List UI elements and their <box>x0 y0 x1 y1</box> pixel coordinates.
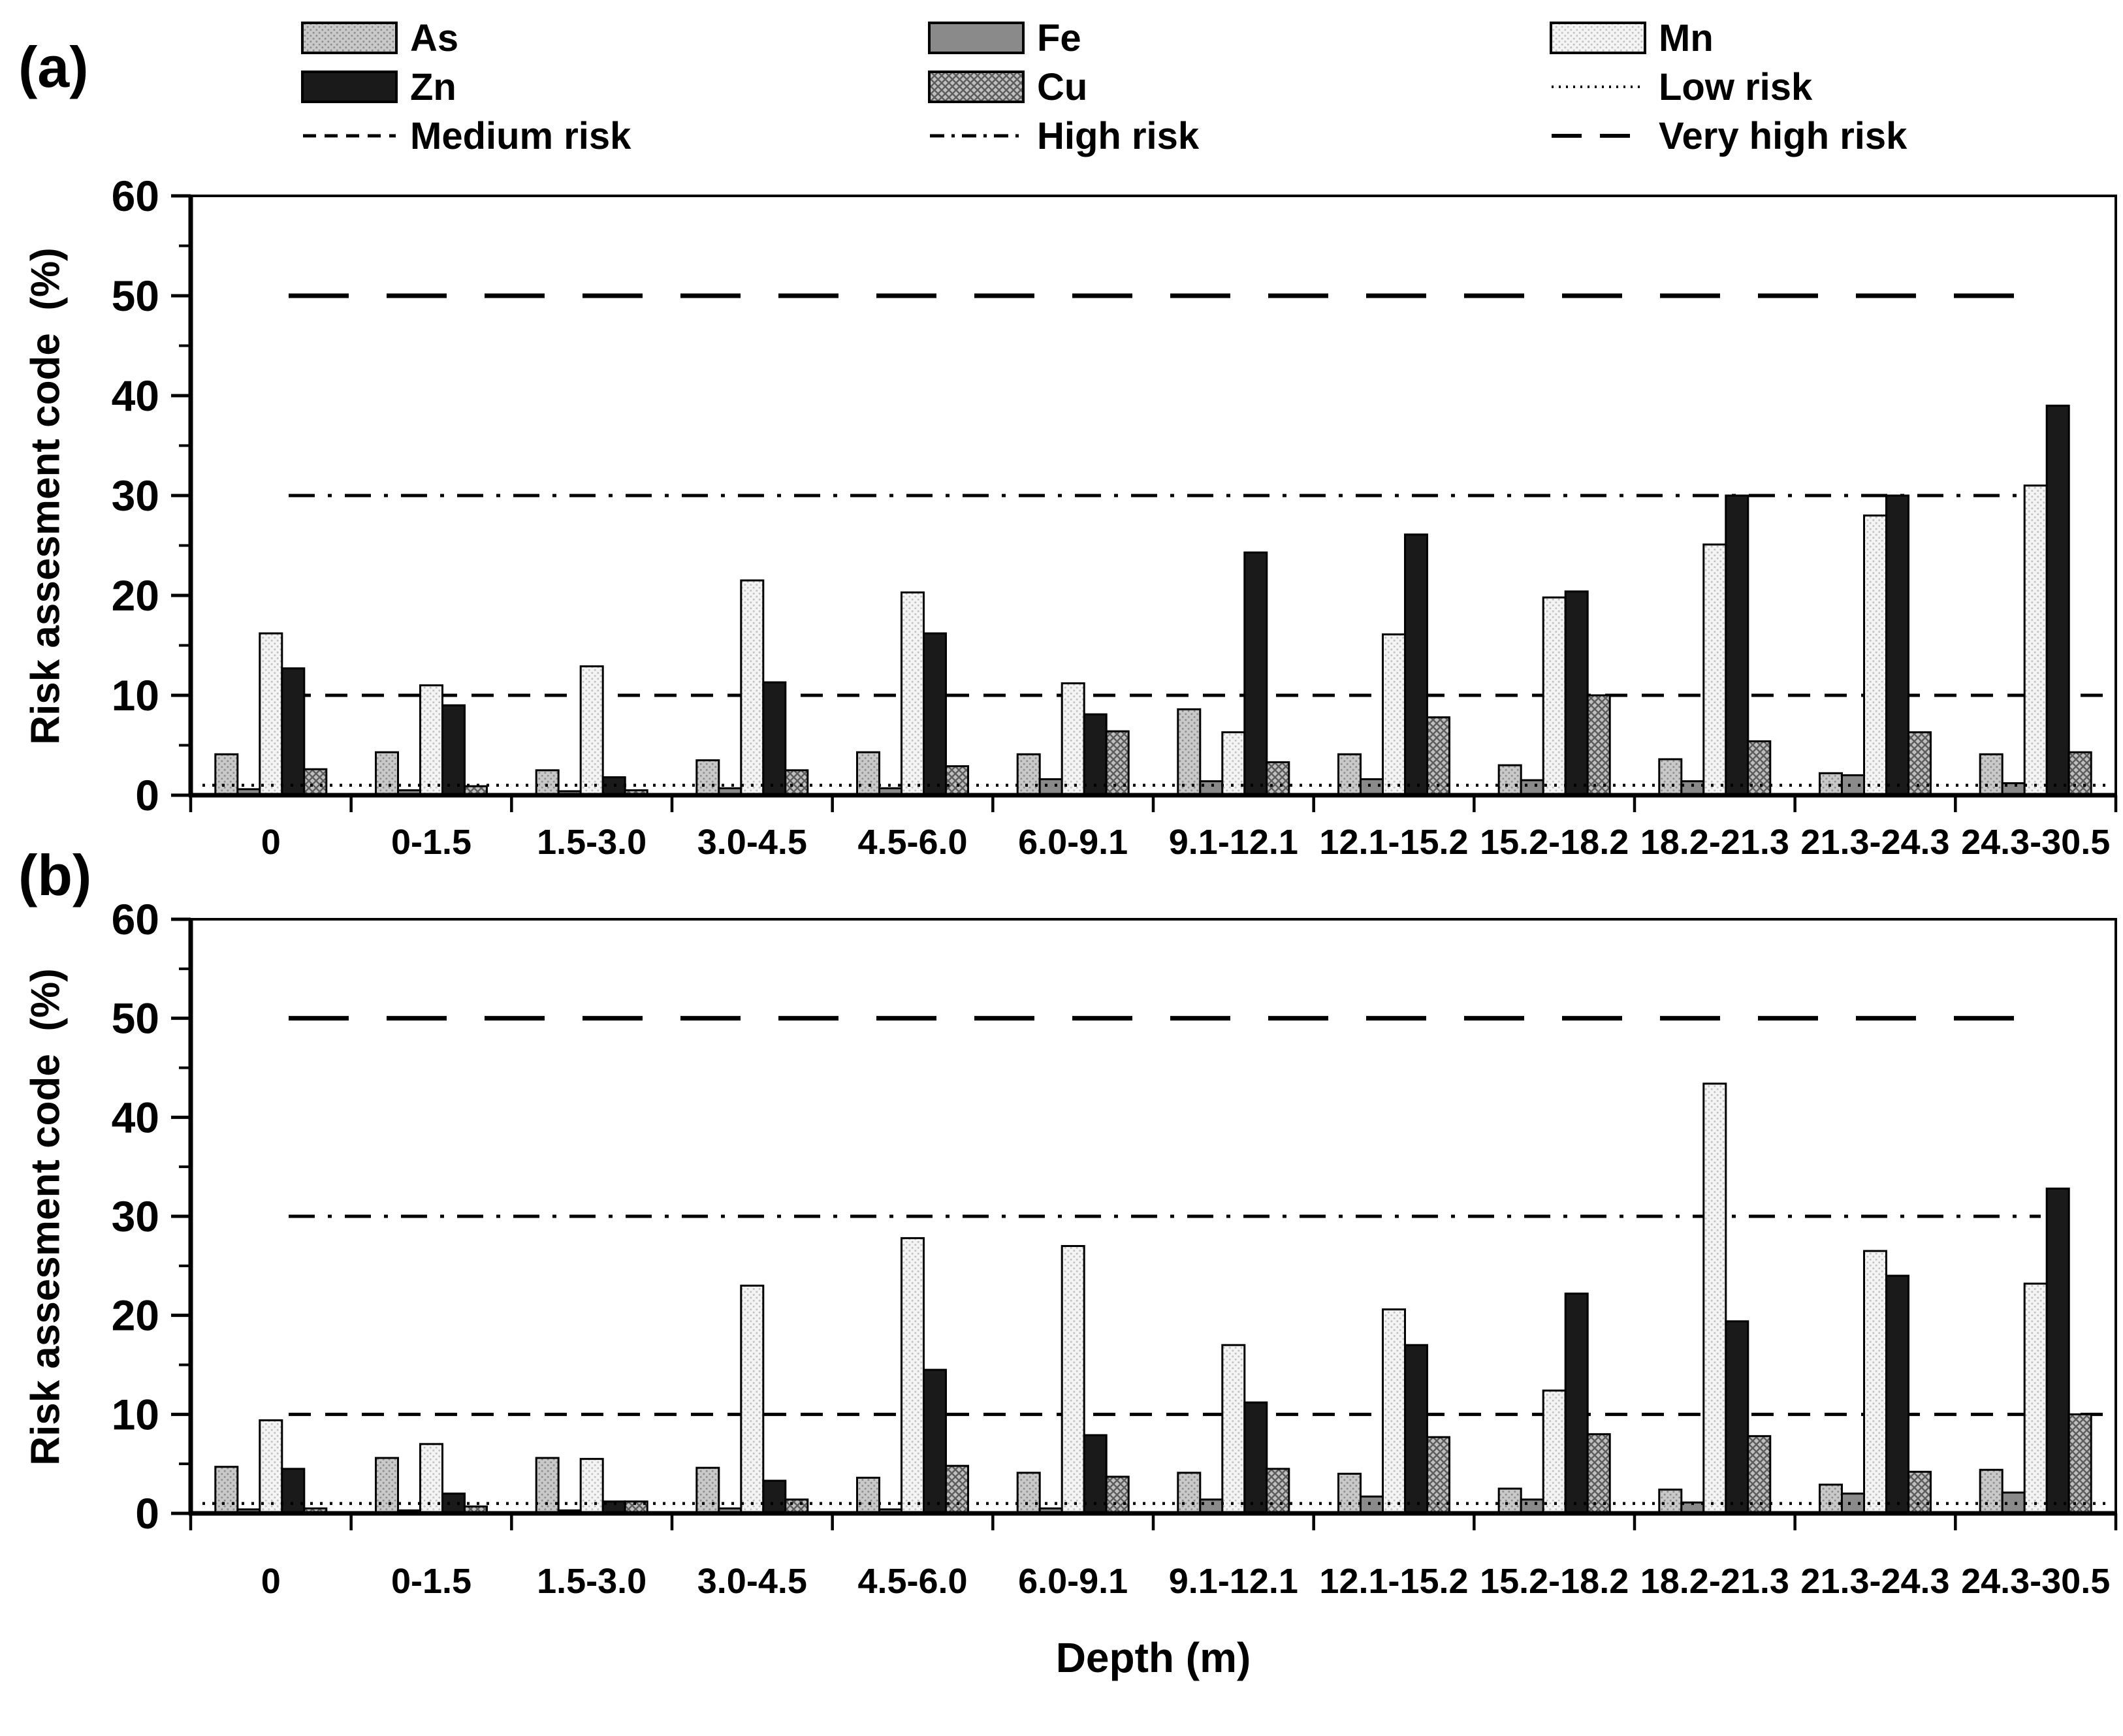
svg-text:10: 10 <box>112 671 159 719</box>
legend-item-as: As <box>300 17 458 59</box>
legend-line-low-risk <box>1549 72 1647 101</box>
svg-text:30: 30 <box>112 1192 159 1240</box>
chart-svg-pb: 0 10 20 30 40 50 60 0 0-1.5 1.5-3.0 3.0-4.5 4.5-6.0… <box>112 895 2118 1601</box>
legend-swatch-cu <box>927 69 1025 105</box>
legend-label-very-high-risk: Very high risk <box>1659 114 1908 157</box>
svg-text:21.3-24.3: 21.3-24.3 <box>1800 1562 1949 1601</box>
legend-item-fe: Fe <box>927 17 1081 59</box>
svg-text:0: 0 <box>135 1489 159 1538</box>
svg-text:4.5-6.0: 4.5-6.0 <box>857 823 967 862</box>
svg-text:1.5-3.0: 1.5-3.0 <box>537 1562 646 1601</box>
svg-text:1.5-3.0: 1.5-3.0 <box>537 823 646 862</box>
legend-label-as: As <box>410 16 459 59</box>
svg-text:9.1-12.1: 9.1-12.1 <box>1169 823 1298 862</box>
svg-text:30: 30 <box>112 471 159 520</box>
svg-text:4.5-6.0: 4.5-6.0 <box>857 1562 967 1601</box>
svg-text:10: 10 <box>112 1390 159 1438</box>
legend-line-medium-risk <box>300 121 398 150</box>
legend-label-cu: Cu <box>1037 65 1088 108</box>
svg-text:21.3-24.3: 21.3-24.3 <box>1800 823 1949 862</box>
svg-text:40: 40 <box>112 371 159 420</box>
svg-text:18.2-21.3: 18.2-21.3 <box>1640 1562 1789 1601</box>
legend-label-high-risk: High risk <box>1037 114 1200 157</box>
svg-text:50: 50 <box>112 994 159 1043</box>
chart-panel-b: 0 10 20 30 40 50 60 0 0-1.5 1.5-3.0 3.0-4.5 4.5-6.0… <box>0 888 2123 1649</box>
legend-item-medium-risk: Medium risk <box>300 115 631 157</box>
legend-swatch-as <box>300 20 398 56</box>
svg-text:6.0-9.1: 6.0-9.1 <box>1018 1562 1128 1601</box>
legend-label-fe: Fe <box>1037 16 1081 59</box>
svg-text:3.0-4.5: 3.0-4.5 <box>697 1562 807 1601</box>
svg-text:12.1-15.2: 12.1-15.2 <box>1319 823 1468 862</box>
legend-swatch-fe <box>927 20 1025 56</box>
legend-item-low-risk: Low risk <box>1549 66 1812 108</box>
svg-text:20: 20 <box>112 1291 159 1340</box>
svg-text:0: 0 <box>261 1562 281 1601</box>
legend-item-zn: Zn <box>300 66 456 108</box>
svg-text:0: 0 <box>261 823 281 862</box>
chart-panel-a: 0 10 20 30 40 50 60 0 0-1.5 1.5-3.0 3.0-4.5 4.5-6.0… <box>0 163 2123 891</box>
legend-label-mn: Mn <box>1659 16 1714 59</box>
legend-item-very-high-risk: Very high risk <box>1549 115 1907 157</box>
legend-swatch-mn <box>1549 20 1647 56</box>
legend-label-zn: Zn <box>410 65 456 108</box>
svg-text:24.3-30.5: 24.3-30.5 <box>1961 823 2110 862</box>
svg-text:50: 50 <box>112 272 159 320</box>
legend-line-high-risk <box>927 121 1025 150</box>
legend-item-high-risk: High risk <box>927 115 1199 157</box>
svg-text:0: 0 <box>135 771 159 819</box>
legend-item-mn: Mn <box>1549 17 1714 59</box>
svg-text:18.2-21.3: 18.2-21.3 <box>1640 823 1789 862</box>
chart-svg-pa: 0 10 20 30 40 50 60 0 0-1.5 1.5-3.0 3.0-4.5 4.5-6.0… <box>112 172 2118 862</box>
svg-text:24.3-30.5: 24.3-30.5 <box>1961 1562 2110 1601</box>
legend-item-cu: Cu <box>927 66 1087 108</box>
svg-text:6.0-9.1: 6.0-9.1 <box>1018 823 1128 862</box>
legend-label-low-risk: Low risk <box>1659 65 1813 108</box>
svg-text:0-1.5: 0-1.5 <box>391 823 471 862</box>
svg-text:60: 60 <box>112 895 159 943</box>
panel-a-label: (a) <box>18 35 89 99</box>
legend-swatch-zn <box>300 69 398 105</box>
svg-text:9.1-12.1: 9.1-12.1 <box>1169 1562 1298 1601</box>
svg-text:12.1-15.2: 12.1-15.2 <box>1319 1562 1468 1601</box>
svg-text:40: 40 <box>112 1093 159 1141</box>
legend-label-medium-risk: Medium risk <box>410 114 631 157</box>
legend-line-very-high-risk <box>1549 121 1647 150</box>
svg-text:60: 60 <box>112 172 159 220</box>
svg-text:0-1.5: 0-1.5 <box>391 1562 471 1601</box>
svg-text:20: 20 <box>112 571 159 620</box>
panel-b-label: (b) <box>18 843 92 907</box>
svg-text:3.0-4.5: 3.0-4.5 <box>697 823 807 862</box>
x-axis-title: Depth (m) <box>1055 1634 1251 1681</box>
svg-text:15.2-18.2: 15.2-18.2 <box>1480 1562 1629 1601</box>
svg-text:15.2-18.2: 15.2-18.2 <box>1480 823 1629 862</box>
